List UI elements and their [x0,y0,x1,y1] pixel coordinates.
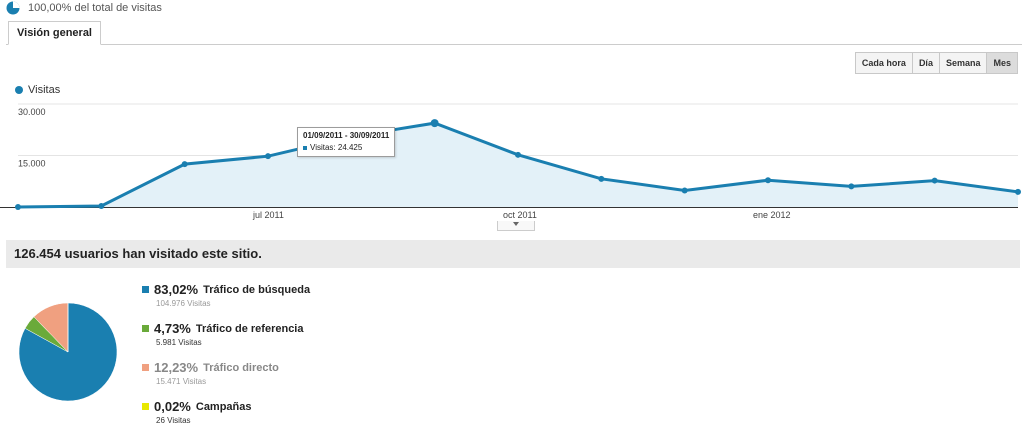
traffic-sources-list: 83,02% Tráfico de búsqueda 104.976 Visit… [142,282,310,438]
chart-legend[interactable]: Visitas [15,84,60,96]
visits-direct: 15.471 Visitas [156,377,207,386]
label-referral: Tráfico de referencia [195,322,304,335]
data-point[interactable] [681,187,688,194]
legend-dot [15,86,23,94]
day-button[interactable]: Día [911,52,940,74]
data-point[interactable] [430,119,439,128]
x-tick-label: oct 2011 [503,210,537,220]
visits-search: 104.976 Visitas [156,299,211,308]
visits-referral: 5.981 Visitas [156,338,202,347]
x-tick-label: jul 2011 [252,210,284,220]
data-point[interactable] [15,204,21,210]
label-search: Tráfico de búsqueda [203,283,311,296]
x-tick-label: ene 2012 [753,210,791,220]
data-point[interactable] [265,153,271,160]
data-point[interactable] [598,175,605,182]
swatch-direct [142,364,149,371]
tab-bar: Visión general [6,21,1022,45]
hourly-button[interactable]: Cada hora [854,52,913,74]
traffic-pie-chart[interactable] [18,302,118,402]
data-point[interactable] [765,177,771,184]
total-visits-label: 100,00% del total de visitas [28,2,162,14]
visits-campaigns: 26 Visitas [156,416,191,425]
segment-pie-icon [6,1,20,15]
chart-collapse-toggle[interactable] [497,221,535,231]
tooltip-range: 01/09/2011 - 30/09/2011 [303,131,390,140]
pct-referral: 4,73% [154,321,191,336]
label-direct: Tráfico directo [203,361,279,374]
label-campaigns: Campañas [195,400,252,413]
users-summary: 126.454 usuarios han visitado este sitio… [6,240,1020,268]
week-button[interactable]: Semana [938,52,988,74]
visits-area [18,123,1018,207]
tooltip-value: Visitas: 24.425 [310,143,363,152]
swatch-search [142,286,149,293]
data-point[interactable] [848,183,855,190]
data-point[interactable] [931,177,938,184]
pct-search: 83,02% [154,282,199,297]
traffic-source-search[interactable]: 83,02% Tráfico de búsqueda 104.976 Visit… [142,282,310,321]
visits-chart[interactable]: 30.000 15.000 jul 2011 oct 2011 ene 2012 [0,96,1022,221]
chevron-down-icon [513,222,519,226]
data-point[interactable] [181,161,188,168]
swatch-referral [142,325,149,332]
tab-vision-general[interactable]: Visión general [8,21,101,45]
granularity-selector: Cada hora Día Semana Mes [854,52,1018,74]
data-point[interactable] [98,202,105,209]
data-point[interactable] [1015,188,1021,195]
chart-tooltip: 01/09/2011 - 30/09/2011 Visitas: 24.425 [297,127,396,157]
y-tick-label: 15.000 [18,159,46,169]
traffic-source-direct[interactable]: 12,23% Tráfico directo 15.471 Visitas [142,360,310,399]
traffic-source-referral[interactable]: 4,73% Tráfico de referencia 5.981 Visita… [142,321,310,360]
pct-direct: 12,23% [154,360,199,375]
traffic-source-campaigns[interactable]: 0,02% Campañas 26 Visitas [142,399,310,438]
month-button[interactable]: Mes [986,52,1018,74]
pct-campaigns: 0,02% [154,399,191,414]
legend-label: Visitas [28,84,61,96]
swatch-campaigns [142,403,149,410]
segment-summary: 100,00% del total de visitas [6,0,162,16]
y-tick-label: 30.000 [18,107,46,117]
data-point[interactable] [515,151,521,158]
